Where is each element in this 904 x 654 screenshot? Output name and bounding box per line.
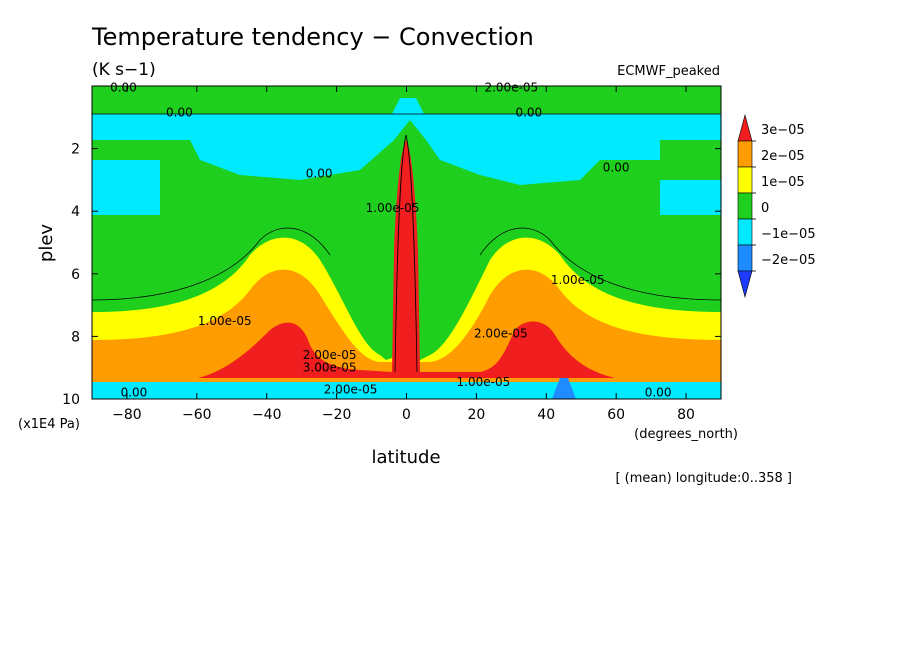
units-label: (K s−1): [92, 60, 156, 80]
x-tick-label: −80: [112, 407, 142, 423]
contour-label: 0.00: [645, 386, 672, 400]
contour-label: 0.00: [603, 160, 630, 174]
colorbar-swatch: [737, 140, 753, 168]
y-tick-label: 4: [71, 204, 80, 220]
contour-label: 1.00e-05: [198, 314, 252, 328]
x-tick-label: 0: [402, 407, 411, 423]
contour-label: 0.00: [306, 167, 333, 181]
colorbar-label: 1e−05: [761, 175, 805, 190]
colorbar-label: −2e−05: [761, 253, 816, 268]
contour-label: 1.00e-05: [457, 375, 511, 389]
contour-label: 2.00e-05: [484, 81, 538, 95]
contour-line-low-right: [479, 227, 721, 301]
contour-field: [92, 86, 721, 399]
contour-label: 1.00e-05: [366, 201, 420, 215]
colorbar-label: 2e−05: [761, 149, 805, 164]
contour-label: 2.00e-05: [474, 326, 528, 340]
field-band-negative-left-box: [92, 160, 160, 215]
contour-label: 2.00e-05: [303, 348, 357, 362]
colorbar-label: 0: [761, 201, 769, 216]
y-tick-label: 8: [71, 329, 80, 345]
x-tick-label: −60: [182, 407, 212, 423]
x-tick-label: 80: [677, 407, 695, 423]
colorbar-swatch: [737, 218, 753, 246]
contour-line-equator: [394, 134, 418, 373]
field-band-above-3e-05: [198, 140, 615, 378]
field-band-below-2e-05: [552, 378, 576, 399]
x-tick-label: 60: [607, 407, 625, 423]
colorbar-swatch: [737, 166, 753, 194]
contour-label: 0.00: [110, 81, 137, 95]
footnote: [ (mean) longitude:0..358 ]: [615, 471, 792, 486]
y-tick-label: 10: [62, 392, 80, 408]
x-axis-ticks: −80 −60 −40 −20 0 20 40 60 80: [112, 86, 695, 423]
contour-label: 3.00e-05: [303, 361, 357, 375]
colorbar-label: −1e−05: [761, 227, 816, 242]
contour-label: 0.00: [166, 106, 193, 120]
field-band-negative-right-box: [660, 180, 721, 215]
colorbar-swatch: [737, 244, 753, 272]
chart-title: Temperature tendency − Convection: [91, 23, 534, 51]
colorbar-swatch: [737, 113, 753, 142]
x-tick-label: 40: [537, 407, 555, 423]
colorbar-label: 3e−05: [761, 123, 805, 138]
field-band-negative-upper: [92, 98, 721, 185]
colorbar-swatch: [737, 192, 753, 220]
x-axis-label: latitude: [371, 447, 440, 468]
colorbar-swatch: [737, 270, 753, 299]
x-tick-label: 20: [467, 407, 485, 423]
contour-label: 1.00e-05: [551, 273, 605, 287]
dataset-label: ECMWF_peaked: [617, 64, 720, 79]
contour-label: 2.00e-05: [324, 383, 378, 397]
y-tick-label: 6: [71, 267, 80, 283]
y-tick-label: 2: [71, 142, 80, 158]
x-tick-label: −20: [322, 407, 352, 423]
y-axis-ticks: 2 4 6 8 10: [62, 142, 721, 408]
y-axis-label: plev: [36, 224, 57, 263]
contour-line-low-left: [92, 227, 331, 301]
colorbar: 3e−05 2e−05 1e−05 0 −1e−05 −2e−05: [737, 113, 816, 299]
x-tick-label: −40: [252, 407, 282, 423]
contour-label: 0.00: [515, 106, 542, 120]
x-units-label: (degrees_north): [634, 427, 738, 442]
contour-labels: 0.00 2.00e-05 0.00 0.00 0.00 0.00 1.00e-05 1.00…: [110, 81, 671, 400]
y-units-label: (x1E4 Pa): [18, 417, 80, 432]
contour-label: 0.00: [121, 386, 148, 400]
